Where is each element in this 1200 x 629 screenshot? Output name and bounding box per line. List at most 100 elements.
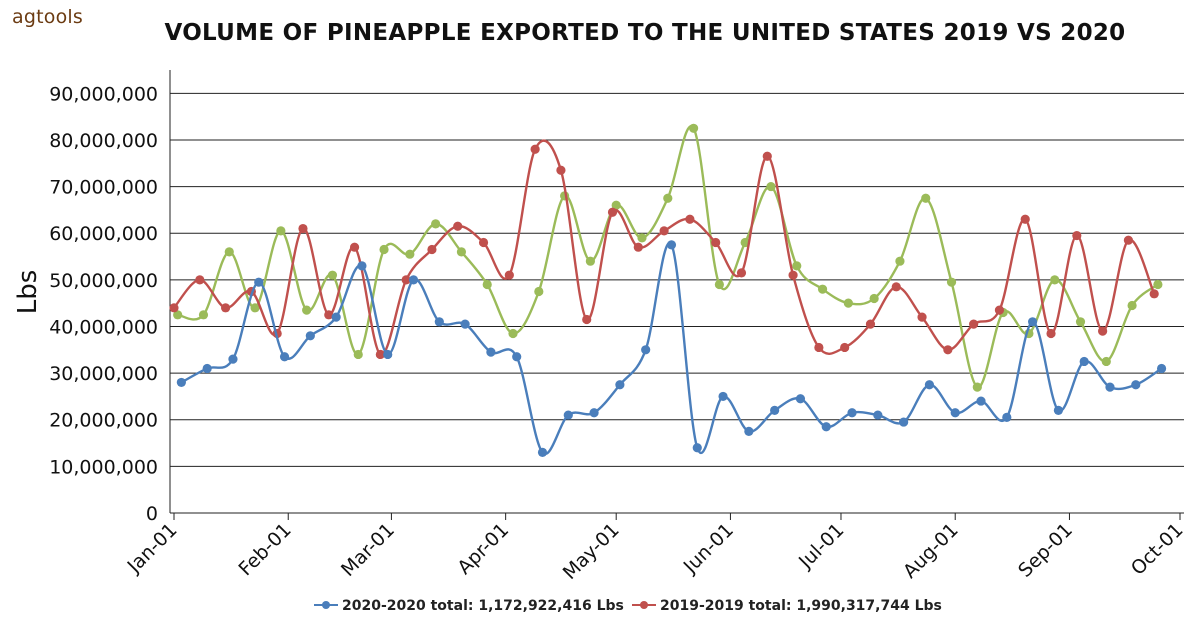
data-point[interactable] [357,261,367,271]
data-point[interactable] [1053,405,1063,416]
data-point[interactable] [766,181,776,192]
data-point[interactable] [530,144,540,154]
data-point[interactable] [843,298,853,308]
data-point[interactable] [202,363,212,374]
data-point[interactable] [302,305,312,315]
data-point[interactable] [873,410,883,420]
data-point[interactable] [1105,382,1115,392]
data-point[interactable] [1098,326,1108,336]
data-point[interactable] [534,286,544,297]
data-point[interactable] [504,270,514,280]
legend-item-2020[interactable]: 2020-2020 total: 1,172,922,416 Lbs [314,598,624,614]
data-point[interactable] [1028,317,1038,327]
data-point[interactable] [1046,328,1056,339]
data-point[interactable] [899,417,909,427]
data-point[interactable] [1075,317,1086,327]
data-point[interactable] [792,261,802,271]
data-point[interactable] [431,219,441,229]
data-point[interactable] [1050,275,1060,285]
data-point[interactable] [840,342,850,353]
data-point[interactable] [633,242,643,252]
data-point[interactable] [711,237,721,248]
data-point[interactable] [220,303,231,313]
data-point[interactable] [250,303,260,313]
data-point[interactable] [353,349,363,360]
data-point[interactable] [585,256,596,266]
data-point[interactable] [869,293,879,304]
data-point[interactable] [891,282,901,292]
data-point[interactable] [685,214,695,224]
data-point[interactable] [198,310,209,320]
data-point[interactable] [1079,356,1089,367]
data-point[interactable] [714,279,724,290]
data-point[interactable] [327,270,338,280]
data-point[interactable] [641,345,651,355]
data-point[interactable] [969,319,979,329]
data-point[interactable] [1020,214,1030,224]
data-point[interactable] [1131,380,1141,390]
data-point[interactable] [917,312,927,322]
data-point[interactable] [349,242,360,252]
data-point[interactable] [276,226,286,236]
data-point[interactable] [1127,300,1137,311]
data-point[interactable] [946,277,957,287]
data-point[interactable] [512,352,522,362]
data-point[interactable] [427,244,437,255]
data-point[interactable] [478,237,489,248]
data-point[interactable] [254,277,264,287]
data-point[interactable] [865,319,876,329]
data-point[interactable] [718,391,728,402]
data-point[interactable] [324,310,334,320]
data-point[interactable] [895,256,905,266]
data-point[interactable] [305,331,315,341]
data-point[interactable] [195,275,205,285]
data-point[interactable] [688,123,699,133]
data-point[interactable] [453,221,463,231]
data-point[interactable] [615,380,625,390]
data-point[interactable] [814,342,824,353]
data-point[interactable] [173,310,183,320]
data-point[interactable] [1153,279,1163,290]
data-point[interactable] [1002,412,1012,423]
data-point[interactable] [375,349,385,360]
data-point[interactable] [611,200,621,210]
data-point[interactable] [921,193,931,203]
data-point[interactable] [637,233,647,243]
data-point[interactable] [434,317,444,327]
data-point[interactable] [972,382,982,392]
data-point[interactable] [537,447,548,457]
data-point[interactable] [405,249,415,259]
data-point[interactable] [976,396,986,406]
data-point[interactable] [943,345,953,355]
data-point[interactable] [1156,363,1167,374]
data-point[interactable] [169,303,179,313]
data-point[interactable] [788,270,798,280]
data-point[interactable] [486,347,496,357]
data-point[interactable] [408,275,419,285]
data-point[interactable] [1072,230,1082,241]
legend-item-2019[interactable]: 2019-2019 total: 1,990,317,744 Lbs [632,598,942,614]
data-point[interactable] [383,349,393,360]
data-point[interactable] [224,247,234,257]
data-point[interactable] [744,426,754,436]
data-point[interactable] [847,408,857,418]
data-point[interactable] [736,268,747,278]
data-point[interactable] [563,410,573,420]
data-point[interactable] [176,377,186,388]
data-point[interactable] [817,284,828,294]
data-point[interactable] [379,244,389,255]
data-point[interactable] [924,380,935,390]
data-point[interactable] [508,328,518,339]
data-point[interactable] [663,193,673,203]
data-point[interactable] [666,240,677,250]
data-point[interactable] [331,312,341,322]
data-point[interactable] [659,226,669,236]
data-point[interactable] [1101,356,1111,367]
data-point[interactable] [589,408,599,418]
data-point[interactable] [582,314,592,325]
data-point[interactable] [482,279,492,290]
data-point[interactable] [994,305,1005,315]
data-point[interactable] [556,165,566,175]
data-point[interactable] [950,408,960,418]
data-point[interactable] [692,443,702,453]
